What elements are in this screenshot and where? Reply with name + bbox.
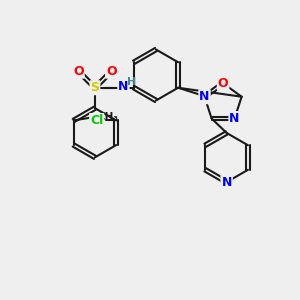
Text: H: H bbox=[127, 77, 136, 87]
Text: Cl: Cl bbox=[90, 114, 103, 127]
Text: N: N bbox=[200, 90, 210, 103]
Text: O: O bbox=[73, 65, 84, 78]
Text: S: S bbox=[90, 81, 99, 94]
Text: N: N bbox=[230, 112, 240, 125]
Text: CH₃: CH₃ bbox=[97, 112, 118, 122]
Text: O: O bbox=[106, 65, 117, 78]
Text: O: O bbox=[218, 77, 228, 90]
Text: N: N bbox=[221, 176, 232, 189]
Text: N: N bbox=[118, 80, 129, 93]
